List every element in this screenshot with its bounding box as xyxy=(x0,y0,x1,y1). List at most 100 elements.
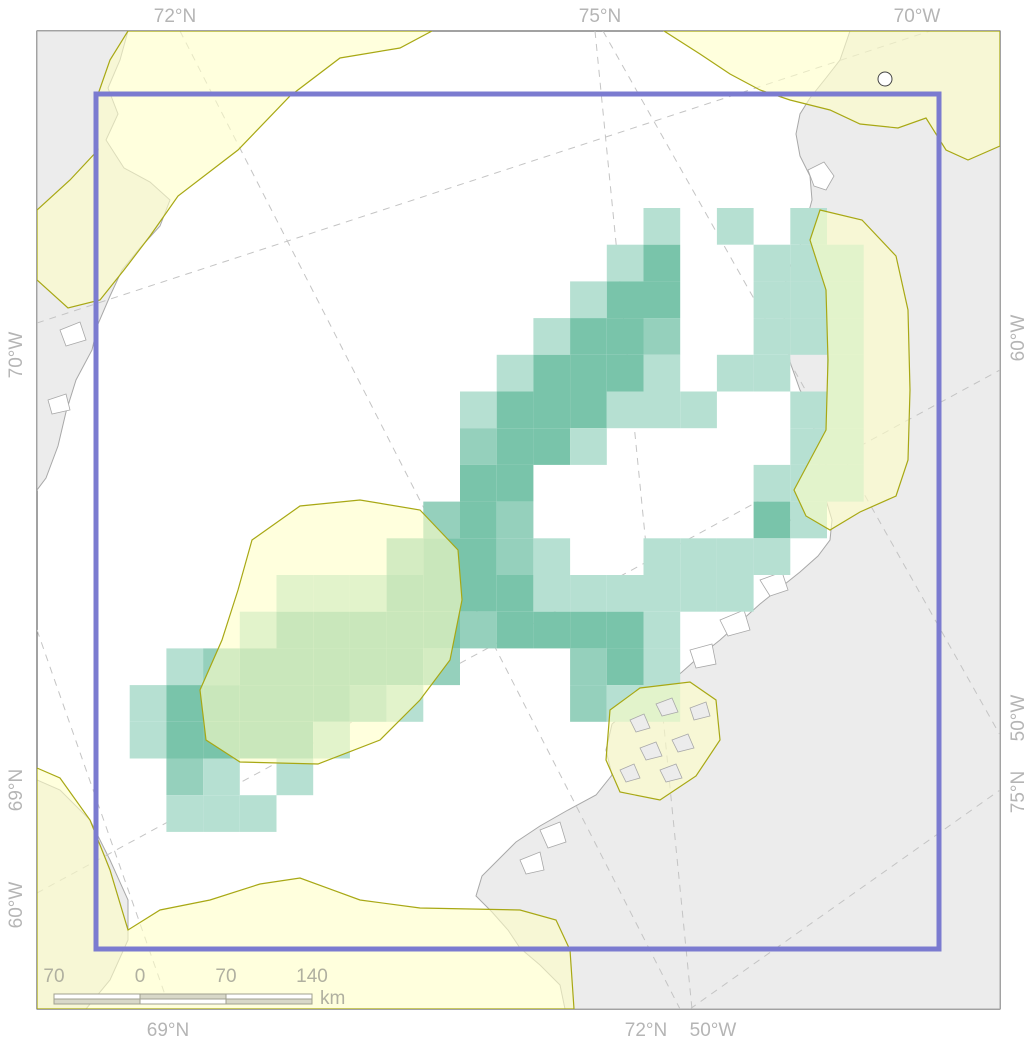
grid-cell xyxy=(790,391,827,429)
grid-cell xyxy=(790,318,827,355)
grid-cell xyxy=(496,464,534,502)
label-bottom-50w: 50°W xyxy=(690,1020,737,1041)
label-bottom-69n: 69°N xyxy=(147,1020,189,1041)
label-top-72n: 72°N xyxy=(154,6,196,27)
grid-cell xyxy=(680,391,717,429)
grid-cell xyxy=(533,318,571,355)
label-right-60w: 60°W xyxy=(1008,315,1029,362)
grid-cell xyxy=(716,538,754,575)
scale-tick-4: 140 xyxy=(296,966,328,987)
grid-cell xyxy=(716,354,754,392)
grid-cell xyxy=(753,354,791,392)
grid-cell xyxy=(460,391,497,429)
grid-cell xyxy=(460,501,497,539)
grid-cell xyxy=(643,575,681,612)
grid-cell xyxy=(606,575,644,612)
grid-cell xyxy=(570,318,607,355)
grid-cell xyxy=(203,758,240,796)
grid-cell xyxy=(570,428,607,465)
scale-tick-3: 70 xyxy=(215,966,236,987)
grid-cell xyxy=(643,354,681,392)
scale-tick-2: 0 xyxy=(135,966,146,987)
grid-cell xyxy=(166,648,204,686)
grid-cell xyxy=(496,611,534,649)
grid-cell xyxy=(643,281,681,319)
scale-bar: 70 0 70 140 km xyxy=(43,966,345,1009)
grid-cell xyxy=(496,538,534,575)
grid-cell xyxy=(606,318,644,355)
grid-cell xyxy=(166,758,204,796)
grid-cell xyxy=(533,354,571,392)
grid-cell xyxy=(533,428,571,465)
grid-cell xyxy=(533,538,571,575)
grid-cell xyxy=(460,575,497,612)
grid-cell xyxy=(753,538,791,575)
grid-cell xyxy=(166,721,204,759)
zone-east xyxy=(793,209,911,531)
grid-cell xyxy=(239,795,277,832)
grid-cell xyxy=(643,648,681,686)
grid-cell xyxy=(496,354,534,392)
grid-cell xyxy=(643,391,681,429)
grid-cell xyxy=(570,391,607,429)
grid-cell xyxy=(460,428,497,465)
grid-cell xyxy=(753,244,791,282)
graticule-labels: 72°N 75°N 70°W 69°N 72°N 50°W 70°W 69°N … xyxy=(6,6,1029,1041)
grid-cell xyxy=(643,611,681,649)
grid-cell xyxy=(166,795,204,832)
grid-cell xyxy=(680,575,717,612)
scale-unit: km xyxy=(320,988,345,1009)
grid-cell xyxy=(716,208,754,245)
label-right-50w: 50°W xyxy=(1008,695,1029,742)
grid-cell xyxy=(533,611,571,649)
grid-cell xyxy=(753,501,791,539)
grid-cell xyxy=(790,281,827,319)
grid-cell xyxy=(606,354,644,392)
label-left-70w: 70°W xyxy=(6,332,27,379)
grid-cell xyxy=(166,685,204,722)
label-top-75n: 75°N xyxy=(579,6,621,27)
grid-cell xyxy=(643,538,681,575)
grid-cell xyxy=(129,685,167,722)
label-left-69n: 69°N xyxy=(6,769,27,811)
grid-cell xyxy=(643,244,681,282)
grid-cell xyxy=(753,464,791,502)
grid-cell xyxy=(643,208,681,245)
label-right-75n: 75°N xyxy=(1008,771,1029,813)
grid-cell xyxy=(753,281,791,319)
grid-cell xyxy=(606,244,644,282)
grid-cell xyxy=(570,281,607,319)
grid-cell xyxy=(460,611,497,649)
grid-cell xyxy=(496,428,534,465)
label-top-70w: 70°W xyxy=(894,6,941,27)
grid-cell xyxy=(570,685,607,722)
scale-tick-1: 70 xyxy=(43,966,64,987)
grid-cell xyxy=(533,391,571,429)
label-left-60w: 60°W xyxy=(6,882,27,929)
label-bottom-72n: 72°N xyxy=(625,1020,667,1041)
grid-cell xyxy=(203,795,240,832)
islands-south xyxy=(619,697,711,783)
grid-cell xyxy=(496,391,534,429)
grid-cell xyxy=(460,464,497,502)
grid-cell xyxy=(570,354,607,392)
grid-cell xyxy=(496,501,534,539)
grid-cell xyxy=(533,575,571,612)
zone-central xyxy=(199,499,463,765)
lake-marker xyxy=(877,71,893,87)
grid-cell xyxy=(753,318,791,355)
grid-cell xyxy=(570,648,607,686)
grid-cell xyxy=(643,318,681,355)
grid-cell xyxy=(276,758,314,796)
grid-cell xyxy=(496,575,534,612)
grid-cell xyxy=(460,538,497,575)
grid-cell xyxy=(606,648,644,686)
grid-cell xyxy=(606,391,644,429)
grid-cell xyxy=(129,721,167,759)
grid-cell xyxy=(606,281,644,319)
grid-cell xyxy=(570,575,607,612)
grid-cell xyxy=(680,538,717,575)
grid-cell xyxy=(606,611,644,649)
study-area-box xyxy=(93,91,942,952)
